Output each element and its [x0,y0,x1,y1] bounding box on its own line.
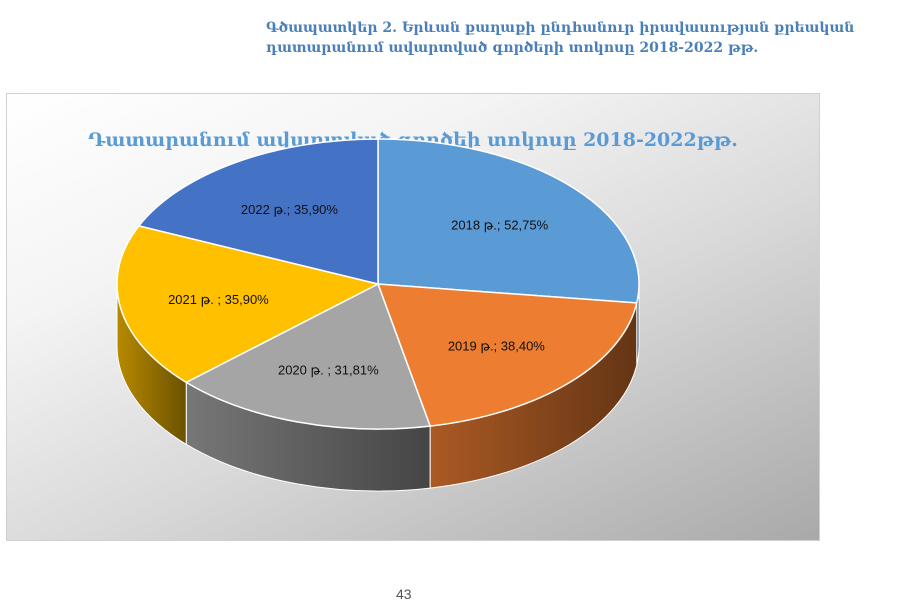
pie-slice-2019 [376,283,638,427]
chart-area: Դատարանում ավարտված գործեի տոկոսը 2018-2… [6,93,820,541]
pie-chart: 2018 թ.; 52,75% 2019 թ.; 38,40% 2020 թ. ; … [116,138,640,492]
figure-caption: Գծապատկեր 2. Երևան քաղաքի ընդհանուր իրավ… [266,18,876,58]
pie-slice-2021 [116,225,381,384]
slice-label-2019: 2019 թ.; 38,40% [448,338,545,353]
slice-label-2021: 2021 թ. ; 35,90% [168,292,269,307]
page-number: 43 [396,586,412,602]
pie-slice-2022 [137,138,379,285]
slice-label-2020: 2020 թ. ; 31,81% [278,363,379,378]
slice-label-2022: 2022 թ.; 35,90% [241,202,338,217]
pie-slice-2018 [377,138,640,304]
figure-caption-line-2: դատարանում ավարտված գործերի տոկոսը 2018-… [266,40,759,56]
slice-label-2018: 2018 թ.; 52,75% [451,218,548,233]
figure-caption-line-1: Գծապատկեր 2. Երևան քաղաքի ընդհանուր իրավ… [266,20,855,36]
pie-slice-2020 [184,282,432,430]
